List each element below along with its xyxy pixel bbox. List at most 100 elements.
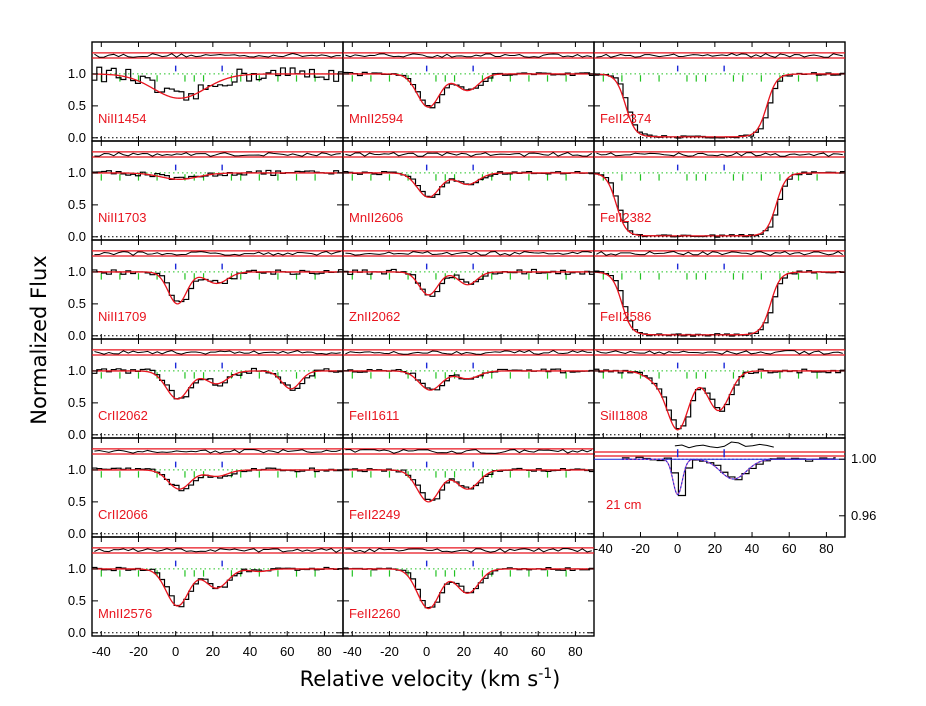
residuals-feii2382 [596,152,843,157]
flux-data-feii1611 [343,368,594,391]
model-fit-niii1703 [92,172,343,180]
y-tick-label: 0.5 [68,395,86,410]
ion-label-mnii2606: MnII2606 [349,210,403,225]
flux-data-feii2374 [594,72,845,139]
flux-data-feii2586 [594,270,845,337]
panel-frame-feii2382 [593,140,846,241]
x-tick-label: 20 [457,644,471,659]
y-tick-label-right: 1.00 [851,451,876,466]
ion-label-mnii2594: MnII2594 [349,111,403,126]
model-fit-feii2382 [593,172,845,237]
y-tick-label: 0.0 [68,328,86,343]
x-tick-label: 0 [674,541,681,556]
ion-label-feii1611: FeII1611 [349,408,399,423]
model-fit-crii2066 [92,469,343,490]
residuals-mnii2594 [345,53,592,58]
residuals-feii2586 [596,250,844,256]
residuals-niii1709 [94,251,341,256]
flux-data-znii2062 [343,268,594,297]
x-tick-label: -20 [631,541,650,556]
ion-label-feii2586: FeII2586 [600,309,651,324]
ion-label-feii2374: FeII2374 [600,111,651,126]
y-tick-label-right: 0.96 [851,508,876,523]
ion-label-feii2382: FeII2382 [600,210,651,225]
model-fit-crii2062 [92,370,343,400]
panel-frame-niii1709 [91,239,344,340]
flux-data-21cm [621,456,836,497]
flux-data-crii2066 [92,467,343,492]
x-tick-label: -20 [380,644,399,659]
y-tick-label: 0.5 [68,494,86,509]
x-tick-label: 60 [531,644,545,659]
ion-label-21cm: 21 cm [606,497,641,512]
residuals-feii1611 [345,349,592,355]
component-gaussian-21cm [621,458,836,480]
residuals-znii2062 [345,251,592,256]
flux-data-niii1709 [92,269,343,303]
x-tick-label: 80 [317,644,331,659]
y-tick-label: 1.0 [68,462,86,477]
model-fit-feii1611 [343,370,594,391]
x-axis-title-close: ) [552,667,560,691]
x-tick-label: 20 [206,644,220,659]
x-tick-label: 40 [243,644,257,659]
x-tick-label: 20 [708,541,722,556]
model-fit-mnii2594 [343,73,594,108]
y-tick-label: 1.0 [68,165,86,180]
panel-frame-feii2374 [593,41,846,142]
x-axis-title: Relative velocity (km s-1) [300,666,561,691]
ion-label-feii2249: FeII2249 [349,507,400,522]
y-tick-label: 0.5 [68,197,86,212]
panel-frame-21cm [593,437,846,538]
flux-data-feii2260 [343,567,594,609]
y-tick-label: 1.0 [68,66,86,81]
model-fit-niii1709 [92,271,343,305]
residuals-niii1703 [94,152,341,157]
residuals-crii2062 [94,350,341,355]
x-tick-label: 40 [745,541,759,556]
residuals-crii2066 [94,449,341,454]
residuals-niii1454 [94,53,341,58]
x-tick-label: -40 [594,541,613,556]
residuals-feii2249 [345,449,592,454]
y-tick-label: 1.0 [68,363,86,378]
panel-frame-crii2062 [91,338,344,439]
y-tick-label: 1.0 [68,561,86,576]
y-tick-label: 0.0 [68,526,86,541]
ion-label-niii1454: NiII1454 [98,111,146,126]
flux-data-siii1808 [594,368,845,430]
residuals-feii2260 [345,547,592,553]
residuals-mnii2576 [94,548,342,553]
residuals-21cm [674,441,774,449]
flux-data-crii2062 [92,367,343,400]
model-fit-siii1808 [594,370,845,431]
y-tick-label: 0.0 [68,130,86,145]
x-tick-label: 0 [172,644,179,659]
x-tick-label: 60 [280,644,294,659]
model-fit-niii1454 [91,73,343,99]
ion-label-znii2062: ZnII2062 [349,309,400,324]
x-tick-label: 80 [819,541,833,556]
ion-label-niii1703: NiII1703 [98,210,146,225]
y-tick-label: 0.5 [68,98,86,113]
y-axis-title: Normalized Flux [27,255,51,424]
ion-label-niii1709: NiII1709 [98,309,146,324]
panel-frame-feii1611 [342,338,595,439]
y-tick-label: 0.5 [68,296,86,311]
x-tick-label: 80 [568,644,582,659]
model-fit-feii2249 [343,469,594,503]
x-tick-label: -40 [343,644,362,659]
panel-frame-crii2066 [91,437,344,538]
flux-data-niii1703 [92,169,343,181]
residuals-siii1808 [596,350,843,355]
ion-label-mnii2576: MnII2576 [98,606,152,621]
model-fit-feii2260 [343,568,594,610]
flux-data-mnii2576 [92,566,343,608]
x-axis-title-main: Relative velocity (km s [300,667,539,691]
x-tick-label: 60 [782,541,796,556]
x-tick-label: 0 [423,644,430,659]
flux-data-feii2382 [594,171,845,238]
y-tick-label: 1.0 [68,264,86,279]
